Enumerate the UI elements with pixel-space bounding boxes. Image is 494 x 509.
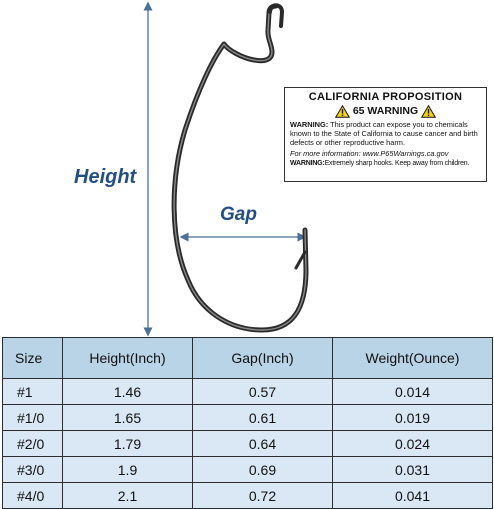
fishing-hook [171, 3, 309, 333]
table-row: #4/0 2.1 0.72 0.041 [2, 482, 493, 509]
cell-gap: 0.69 [192, 456, 333, 483]
warning-body-text: This product can expose you to chemicals… [290, 120, 478, 148]
warning-hooks-text: Extremely sharp hooks. Keep away from ch… [324, 160, 470, 168]
warning-subtitle: 65 WARNING [352, 105, 419, 117]
cell-weight: 0.019 [332, 404, 493, 431]
cell-height: 1.79 [62, 430, 193, 457]
table-row: #2/0 1.79 0.64 0.024 [2, 430, 493, 457]
cell-size: #1 [2, 378, 63, 405]
warning-body-prefix: WARNING: [290, 120, 329, 129]
cell-gap: 0.72 [192, 482, 333, 509]
warning-hooks-prefix: WARNING: [290, 160, 325, 168]
cell-gap: 0.57 [192, 378, 333, 405]
cell-size: #2/0 [2, 430, 63, 457]
table-row: #1 1.46 0.57 0.014 [2, 378, 493, 405]
header-height: Height(Inch) [62, 337, 193, 379]
warning-title: CALIFORNIA PROPOSITION [308, 91, 463, 103]
header-gap: Gap(Inch) [192, 337, 333, 379]
warning-body: WARNING: This product can expose you to … [290, 120, 481, 148]
cell-size: #3/0 [2, 456, 63, 483]
warning-subtitle-row: 65 WARNING [290, 104, 481, 118]
cell-size: #1/0 [2, 404, 63, 431]
size-table-wrapper: Size Height(Inch) Gap(Inch) Weight(Ounce… [2, 337, 493, 509]
warning-triangle-icon [421, 104, 437, 118]
table-row: #1/0 1.65 0.61 0.019 [2, 404, 493, 431]
cell-weight: 0.024 [332, 430, 493, 457]
cell-height: 1.9 [62, 456, 193, 483]
hook-illustration [143, 1, 309, 337]
cell-gap: 0.64 [192, 430, 333, 457]
table-row: #3/0 1.9 0.69 0.031 [2, 456, 493, 483]
cell-gap: 0.61 [192, 404, 333, 431]
size-table: Size Height(Inch) Gap(Inch) Weight(Ounce… [2, 337, 493, 509]
table-header-row: Size Height(Inch) Gap(Inch) Weight(Ounce… [2, 337, 493, 379]
cell-height: 2.1 [62, 482, 193, 509]
prop65-warning-box: CALIFORNIA PROPOSITION 65 WARNING WARNIN… [284, 87, 487, 182]
header-weight: Weight(Ounce) [332, 337, 493, 379]
warning-hooks: WARNING:Extremely sharp hooks. Keep away… [290, 159, 481, 169]
cell-height: 1.65 [62, 404, 193, 431]
header-size: Size [2, 337, 63, 379]
cell-height: 1.46 [62, 378, 193, 405]
gap-label: Gap [220, 204, 257, 225]
warning-triangle-icon [334, 104, 350, 118]
cell-size: #4/0 [2, 482, 63, 509]
warning-info: For more information: www.P65Warnings.ca… [290, 148, 449, 158]
height-label: Height [74, 166, 137, 188]
hook-diagram: Height Gap CALIFORNIA PROPOSITION 65 WAR… [74, 1, 487, 337]
cell-weight: 0.031 [332, 456, 493, 483]
cell-weight: 0.014 [332, 378, 493, 405]
cell-weight: 0.041 [332, 482, 493, 509]
